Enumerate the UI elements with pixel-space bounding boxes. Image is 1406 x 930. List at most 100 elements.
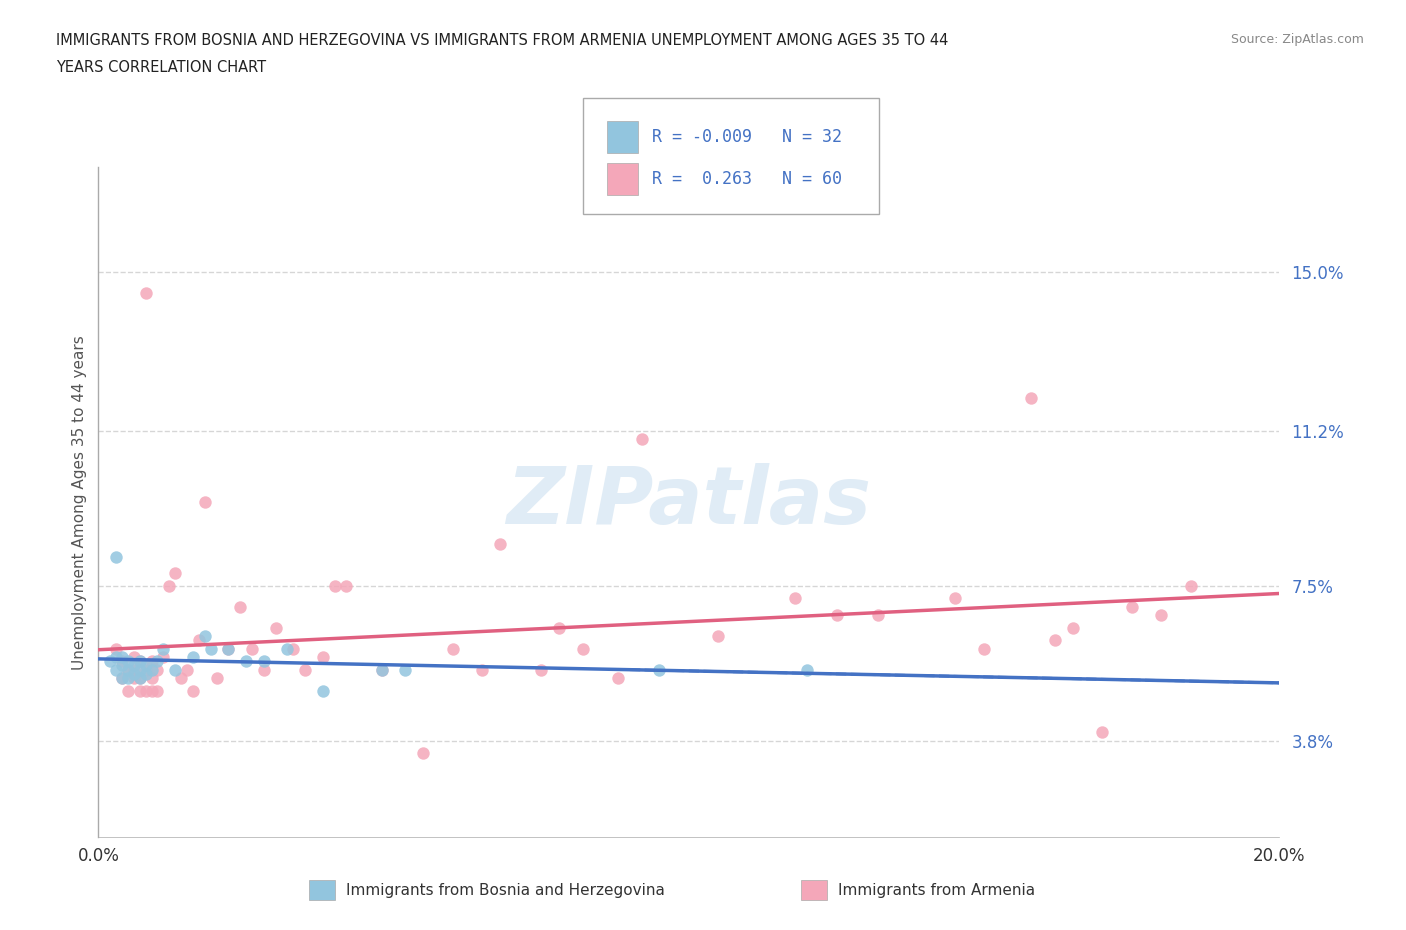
Point xyxy=(973,642,995,657)
Point xyxy=(135,662,157,677)
Point xyxy=(371,662,394,677)
Point xyxy=(165,662,187,677)
Point xyxy=(530,662,553,677)
Point xyxy=(176,662,198,677)
Point xyxy=(200,642,222,657)
Point xyxy=(1180,578,1202,593)
Point xyxy=(111,654,134,669)
Point xyxy=(194,495,217,510)
Point xyxy=(187,632,209,647)
Text: Source: ZipAtlas.com: Source: ZipAtlas.com xyxy=(1230,33,1364,46)
Point xyxy=(170,671,193,685)
Point xyxy=(105,649,128,664)
Point xyxy=(825,608,848,623)
Point xyxy=(796,662,818,677)
Point xyxy=(128,654,150,669)
Point xyxy=(111,671,134,685)
Point xyxy=(135,666,157,681)
Point xyxy=(128,662,150,677)
Point xyxy=(111,649,134,664)
Point xyxy=(111,658,134,673)
Point xyxy=(441,642,464,657)
Point xyxy=(548,620,571,635)
Text: IMMIGRANTS FROM BOSNIA AND HERZEGOVINA VS IMMIGRANTS FROM ARMENIA UNEMPLOYMENT A: IMMIGRANTS FROM BOSNIA AND HERZEGOVINA V… xyxy=(56,33,949,47)
Point xyxy=(117,662,139,677)
Point xyxy=(181,683,204,698)
Point xyxy=(323,578,346,593)
Point xyxy=(412,746,434,761)
Point xyxy=(571,642,593,657)
Point xyxy=(394,662,416,677)
Point xyxy=(312,649,335,664)
Point xyxy=(122,666,145,681)
Point xyxy=(235,654,257,669)
Point xyxy=(111,671,134,685)
Point xyxy=(141,671,163,685)
Point xyxy=(253,662,276,677)
Point xyxy=(165,565,187,580)
Point xyxy=(98,654,121,669)
Point xyxy=(128,671,150,685)
Point xyxy=(276,642,298,657)
Point xyxy=(141,683,163,698)
Point xyxy=(122,671,145,685)
Point xyxy=(205,671,228,685)
Point xyxy=(294,662,316,677)
Point xyxy=(707,629,730,644)
Text: Immigrants from Armenia: Immigrants from Armenia xyxy=(838,883,1035,897)
Y-axis label: Unemployment Among Ages 35 to 44 years: Unemployment Among Ages 35 to 44 years xyxy=(72,335,87,670)
Point xyxy=(135,683,157,698)
Text: R = -0.009   N = 32: R = -0.009 N = 32 xyxy=(652,128,842,146)
Point xyxy=(122,658,145,673)
Point xyxy=(152,649,174,664)
Point xyxy=(128,683,150,698)
Point xyxy=(489,537,512,551)
Point xyxy=(335,578,357,593)
Point xyxy=(312,683,335,698)
Point xyxy=(146,662,169,677)
Point xyxy=(117,671,139,685)
Point xyxy=(135,286,157,300)
Text: Immigrants from Bosnia and Herzegovina: Immigrants from Bosnia and Herzegovina xyxy=(346,883,665,897)
Point xyxy=(217,642,239,657)
Point xyxy=(122,662,145,677)
Point xyxy=(105,549,128,564)
Point xyxy=(1021,391,1043,405)
Point xyxy=(229,599,252,614)
Point xyxy=(240,642,263,657)
Point xyxy=(1062,620,1084,635)
Point xyxy=(1043,632,1066,647)
Point xyxy=(194,629,217,644)
Point xyxy=(152,642,174,657)
Point xyxy=(141,662,163,677)
Point xyxy=(146,654,169,669)
Point xyxy=(117,662,139,677)
Point xyxy=(283,642,305,657)
Point xyxy=(1150,608,1173,623)
Text: R =  0.263   N = 60: R = 0.263 N = 60 xyxy=(652,170,842,188)
Point xyxy=(648,662,671,677)
Point xyxy=(630,432,652,447)
Point xyxy=(141,654,163,669)
Point xyxy=(785,591,807,606)
Point xyxy=(866,608,889,623)
Point xyxy=(607,671,630,685)
Point xyxy=(105,662,128,677)
Text: ZIPatlas: ZIPatlas xyxy=(506,463,872,541)
Point xyxy=(157,578,180,593)
Point xyxy=(128,671,150,685)
Point xyxy=(264,620,287,635)
Point xyxy=(146,683,169,698)
Text: YEARS CORRELATION CHART: YEARS CORRELATION CHART xyxy=(56,60,266,75)
Point xyxy=(128,654,150,669)
Point xyxy=(117,654,139,669)
Point xyxy=(122,649,145,664)
Point xyxy=(371,662,394,677)
Point xyxy=(217,642,239,657)
Point xyxy=(105,642,128,657)
Point xyxy=(1121,599,1143,614)
Point xyxy=(253,654,276,669)
Point xyxy=(1091,725,1114,740)
Point xyxy=(471,662,494,677)
Point xyxy=(117,683,139,698)
